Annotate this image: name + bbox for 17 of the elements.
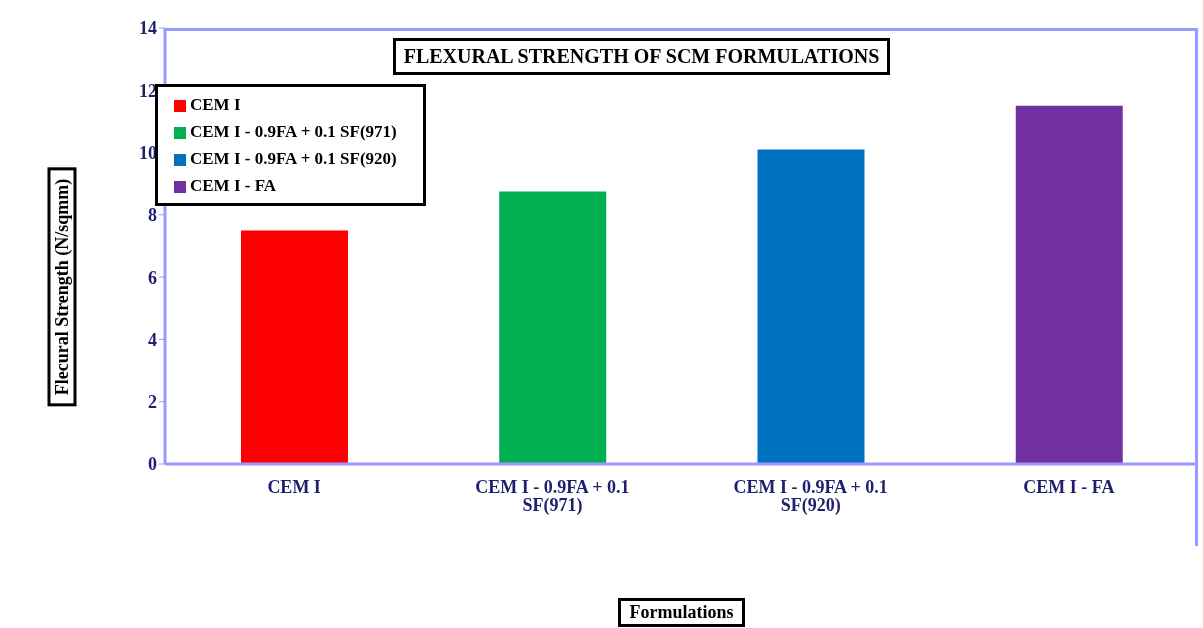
x-axis-title: Formulations xyxy=(618,598,745,627)
y-tick-label: 14 xyxy=(139,18,157,39)
y-tick-label: 8 xyxy=(148,205,157,226)
y-tick-label: 0 xyxy=(148,454,157,475)
x-tick-label: CEM I - FA xyxy=(1023,476,1115,497)
x-tick-label: CEM I - 0.9FA + 0.1 SF(920) xyxy=(733,476,888,516)
legend-label: CEM I xyxy=(190,95,241,114)
text: FLEXURAL STRENGTH OF SCM FORMULATIONS xyxy=(392,38,891,75)
x-tick-label: CEM I - 0.9FA + 0.1 SF(971) xyxy=(475,476,630,516)
y-tick-label: 4 xyxy=(148,329,157,350)
legend-label: CEM I - FA xyxy=(190,176,277,195)
y-tick-label: 6 xyxy=(148,267,157,288)
x-tick-label: CEM I xyxy=(267,476,321,497)
y-axis-title: Flecural Strength (N/sqmm) xyxy=(47,167,77,407)
y-tick-label: 2 xyxy=(148,392,157,413)
legend-label: CEM I - 0.9FA + 0.1 SF(920) xyxy=(190,149,397,168)
legend-label: CEM I - 0.9FA + 0.1 SF(971) xyxy=(190,122,397,141)
